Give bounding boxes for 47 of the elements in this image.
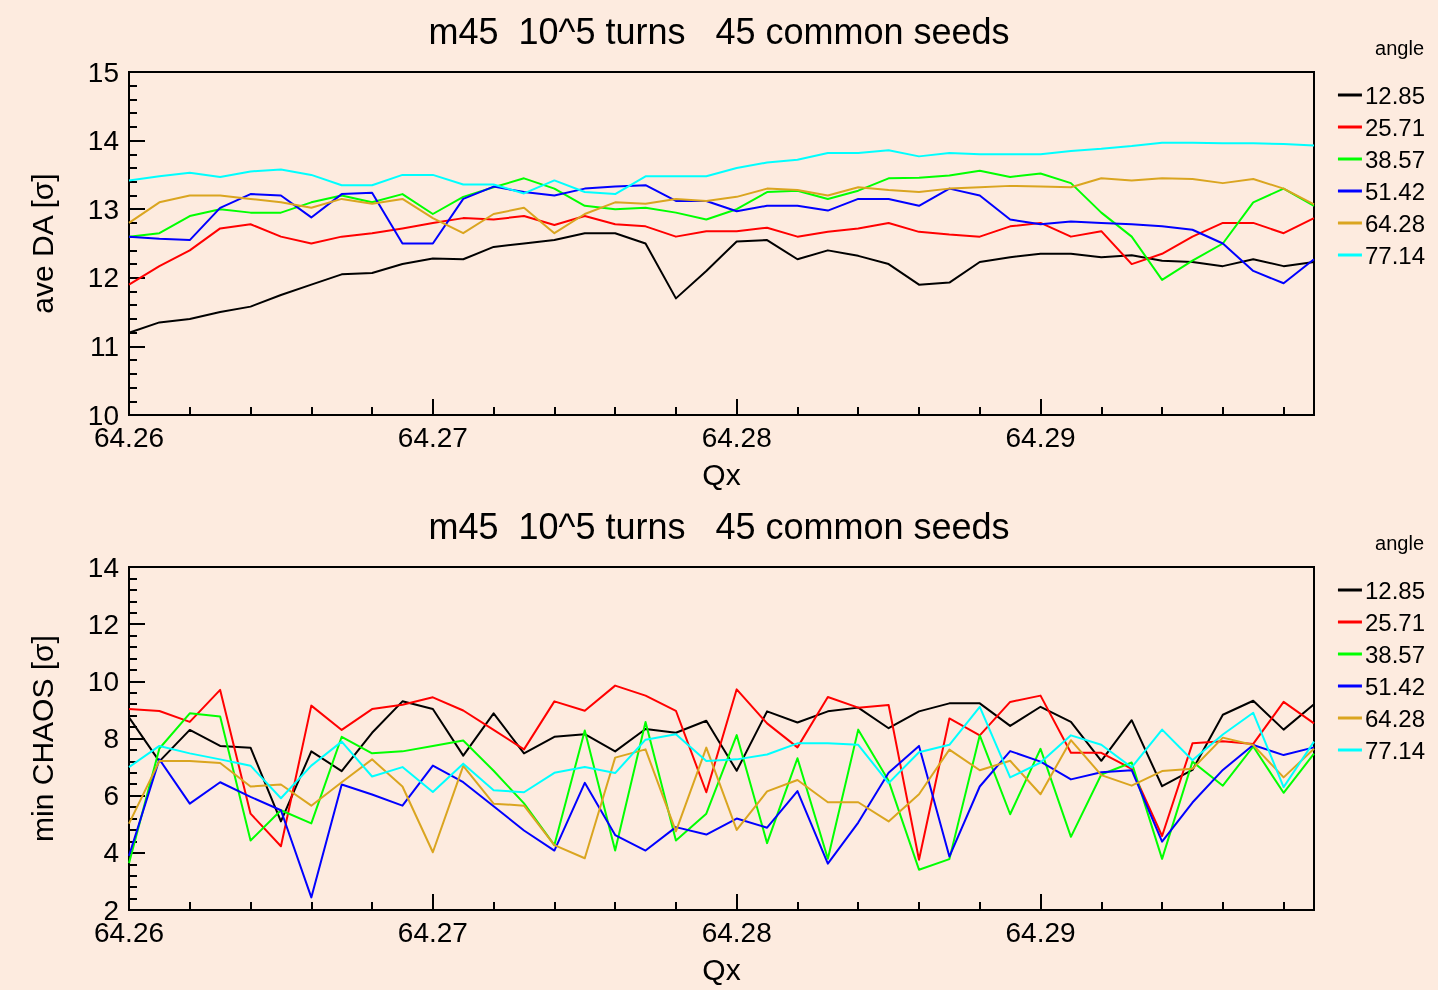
legend-label: 64.28 [1364,209,1425,237]
legend-label: 77.14 [1364,736,1425,764]
y-tick-label: 6 [103,780,119,812]
line-series [128,141,1315,196]
y-tick-label: 8 [103,723,119,754]
legend-label: 64.28 [1364,704,1425,732]
y-tick-label: 10 [87,665,119,697]
x-tick-label: 64.27 [397,916,468,948]
x-axis-title: Qx [702,457,741,491]
legend-title: angle [1375,532,1424,554]
line-series [128,684,1315,861]
line-series [128,712,1315,871]
y-tick-label: 11 [89,330,119,362]
legend-label: 25.71 [1364,113,1425,141]
y-tick-label: 14 [87,551,119,583]
y-tick-label: 12 [87,262,119,294]
y-tick-label: 15 [87,56,119,88]
x-tick-label: 64.29 [1005,916,1076,948]
legend-label: 38.57 [1364,640,1425,668]
legend-label: 25.71 [1364,608,1425,636]
y-tick-label: 4 [103,837,119,869]
chart-title: m45 10^5 turns 45 common seeds [428,505,1010,547]
line-series [128,184,1315,285]
legend-label: 51.42 [1364,672,1425,700]
y-axis-title: min CHAOS [σ] [25,635,59,842]
x-tick-label: 64.27 [397,421,468,453]
legend-label: 77.14 [1364,241,1425,269]
line-series [128,177,1315,235]
x-tick-label: 64.29 [1005,421,1076,453]
line-series [128,705,1315,800]
y-axis-title: ave DA [σ] [25,173,59,314]
line-series [128,744,1315,899]
y-tick-label: 12 [87,608,119,640]
line-series [128,736,1315,860]
chart-title: m45 10^5 turns 45 common seeds [428,10,1010,52]
y-tick-label: 13 [87,193,119,225]
line-series [128,169,1315,281]
legend-label: 12.85 [1364,81,1425,109]
x-tick-label: 64.28 [701,421,772,453]
legend-title: angle [1375,37,1424,59]
legend-label: 12.85 [1364,576,1425,604]
legend-label: 51.42 [1364,177,1425,205]
line-series [128,215,1315,286]
y-tick-label: 14 [87,125,119,157]
x-axis-title: Qx [702,952,741,986]
x-tick-label: 64.28 [701,916,772,948]
legend-label: 38.57 [1364,145,1425,173]
